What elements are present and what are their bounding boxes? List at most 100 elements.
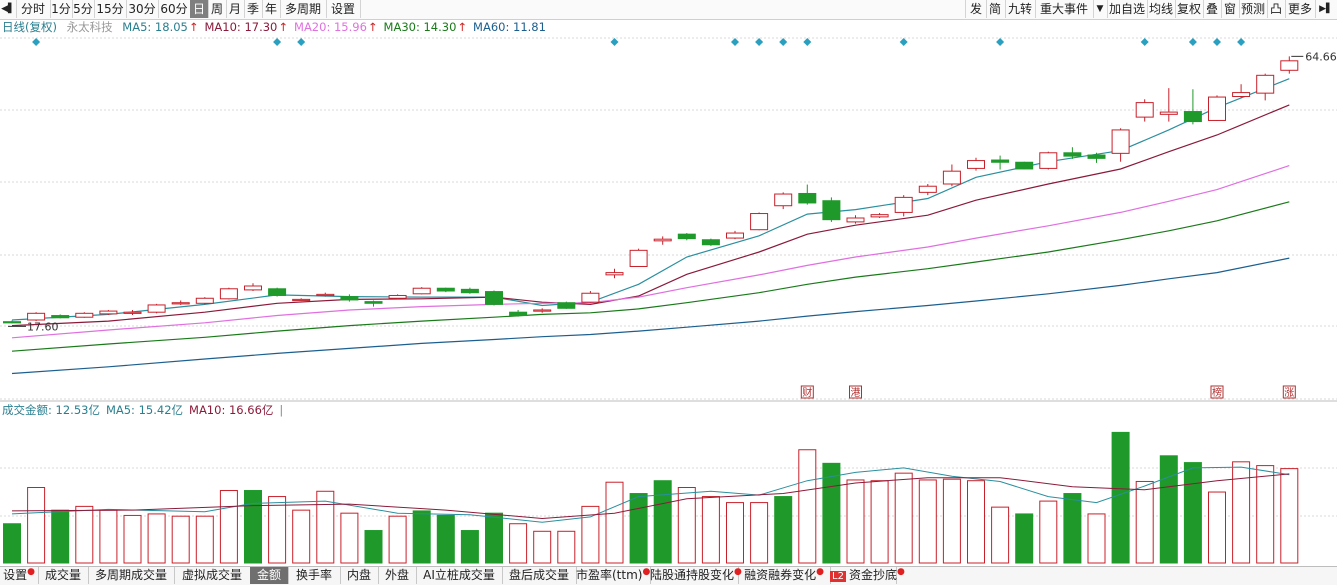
candle-body [1183,111,1202,123]
ma-legend-item: MA10: 17.30 [204,20,278,34]
volume-bar [846,479,865,564]
period-1-button[interactable]: 分时 [16,0,51,18]
min-price-label: 17.60 [27,320,59,333]
up-arrow-icon: ↑ [278,20,289,34]
volume-bar [244,490,262,564]
period-10-button[interactable]: 季 [244,0,263,18]
candle-body [677,233,696,240]
event-diamond-icon [779,38,788,46]
tab-13[interactable]: L2 资金抄底● [830,567,905,584]
ma-line-ma20 [11,165,1290,339]
tool-5-button[interactable]: 加自选 [1107,0,1148,18]
tool-1-button[interactable]: 简 [985,0,1006,18]
period-toolbar: ◀▌ 分时 1分 5分 15分 30分 60分日周月季年多周期 设置发简九转 重大事件 ▼ 加自选均… [0,0,1337,20]
back-icon[interactable]: ◀▌ [0,0,17,18]
candle-body [51,315,70,319]
tool-8-button[interactable]: 叠 [1203,0,1222,18]
tab-1[interactable]: 成交量 [38,567,89,584]
volume-bar [1087,513,1106,564]
period-4-button[interactable]: 15分 [94,0,127,18]
tool-12-button[interactable]: 更多 [1285,0,1316,18]
l2-badge: L2 [830,571,846,582]
period-12-button[interactable]: 多周期 [280,0,327,18]
period-9-button[interactable]: 月 [226,0,245,18]
volume-bar [27,487,46,564]
period-label: 日线(复权) [2,20,57,34]
volume-bar [219,490,238,564]
tool-7-button[interactable]: 复权 [1175,0,1204,18]
candle-body [436,287,455,292]
tab-3[interactable]: 虚拟成交量 [174,567,251,584]
volume-bar [726,502,744,564]
tab-8[interactable]: AI立桩成交量 [416,567,503,584]
volume-bar [436,514,455,564]
event-tag-box [800,385,814,399]
volume-bar [991,506,1010,564]
candle-body [1159,111,1178,115]
tab-11[interactable]: 陆股通持股变化● [650,567,742,584]
tab-5[interactable]: 换手率 [288,567,341,584]
tab-label: 虚拟成交量 [181,568,242,582]
tab-4[interactable]: 金额 [250,567,289,584]
candle-body [605,272,624,276]
event-tag-box [1210,385,1224,399]
volume-bar [677,487,696,564]
volume-bar [894,472,913,564]
period-7-button[interactable]: 日 [190,0,209,18]
volume-bar [1039,500,1058,564]
tool-0-button[interactable]: 发 [965,0,987,18]
tool-2-button[interactable]: 九转 [1005,0,1036,18]
kline-chart: 财 港 榜 涨 64.66 17.60 [0,37,1337,564]
tool-11-button[interactable]: 凸 [1267,0,1286,18]
candle-body [244,285,262,291]
event-diamond-icon [755,38,764,46]
tab-2[interactable]: 多周期成交量 [88,567,175,584]
candle-body [509,311,528,317]
tab-label: 市盈率(ttm) [576,568,643,582]
red-dot-icon: ● [27,567,35,577]
indicator-tabs: 设置● 成交量 多周期成交量 虚拟成交量 金额 换手率 内盘 外盘 AI立桩成交量 盘后成交量 市盈… [0,566,1337,585]
period-2-button[interactable]: 1分 [50,0,73,18]
event-diamond-icon [1140,38,1149,46]
candle-body [581,292,600,303]
event-tag-box [1282,385,1296,399]
volume-bar [1063,493,1082,564]
period-13-button[interactable]: 设置 [326,0,361,18]
period-3-button[interactable]: 5分 [72,0,95,18]
volume-bar [822,462,841,564]
period-11-button[interactable]: 年 [262,0,281,18]
period-8-button[interactable]: 周 [208,0,227,18]
volume-bar [1280,468,1299,564]
event-tag-label: 榜 [1212,386,1222,399]
volume-bar [3,523,21,564]
tab-label: AI立桩成交量 [423,568,495,582]
volume-bar [1208,491,1226,564]
candle-body [171,302,190,305]
volume-bar [533,530,552,564]
tab-6[interactable]: 内盘 [340,567,379,584]
tab-7[interactable]: 外盘 [378,567,417,584]
max-price-label: 64.66 [1305,50,1337,63]
event-diamond-icon [273,38,282,46]
period-5-button[interactable]: 30分 [126,0,159,18]
tab-10[interactable]: 市盈率(ttm)● [576,567,651,584]
ma-legend-item: MA30: 14.30 [383,20,457,34]
tab-12[interactable]: 融资融券变化● [738,567,831,584]
volume-bar [750,502,769,564]
volume-legend-item: MA5: 15.42亿 [105,403,184,417]
tab-0[interactable]: 设置● [0,567,39,584]
tool-6-button[interactable]: 均线 [1147,0,1176,18]
tab-label: 成交量 [44,568,81,582]
volume-bar [605,481,624,564]
dropdown-icon[interactable]: ▼ [1093,0,1108,18]
forward-icon[interactable]: ▶▌ [1315,0,1337,18]
tab-9[interactable]: 盘后成交量 [502,567,577,584]
tab-label: 外盘 [384,568,409,582]
tool-9-button[interactable]: 窗 [1221,0,1240,18]
event-diamond-icon [1188,38,1197,46]
candle-body [653,238,672,242]
tool-10-button[interactable]: 预测 [1239,0,1268,18]
volume-bar [75,505,94,564]
tab-label: 多周期成交量 [94,568,167,582]
tool-3-button[interactable]: 重大事件 [1035,0,1094,18]
